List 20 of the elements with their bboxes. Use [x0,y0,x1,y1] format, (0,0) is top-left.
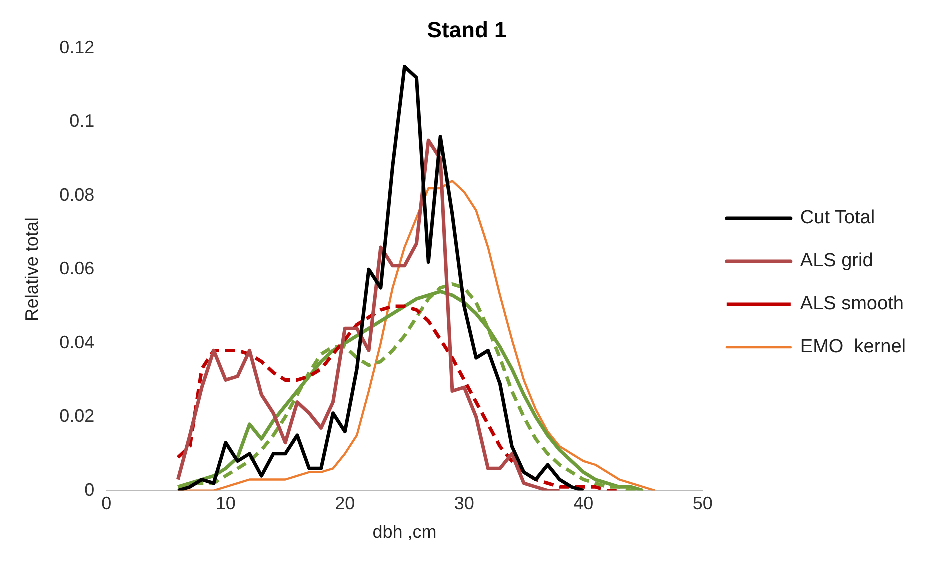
legend-label: Cut Total [800,208,876,229]
legend-label: ALS grid [800,250,874,272]
y-tick-label: 0.06 [60,258,95,279]
y-tick-label: 0.02 [60,406,95,426]
y-tick-label: 0.12 [60,37,95,58]
chart-title: Stand 1 [427,17,507,42]
y-axis-title: Relative total [22,218,42,322]
x-axis-title: dbh ,cm [372,522,437,542]
y-tick-label: 0 [84,480,95,500]
x-tick-label: 20 [335,494,356,514]
x-tick-label: 50 [692,494,713,514]
x-tick-label: 0 [102,494,112,514]
y-tick-label: 0.1 [70,111,95,132]
legend-label: ALS smooth [800,294,904,315]
x-tick-label: 10 [216,494,236,514]
y-tick-label: 0.04 [60,332,95,352]
legend-label: EMO kernel [800,336,906,358]
x-tick-label: 30 [454,494,474,514]
x-tick-label: 40 [574,494,594,514]
y-tick-label: 0.08 [60,184,95,205]
